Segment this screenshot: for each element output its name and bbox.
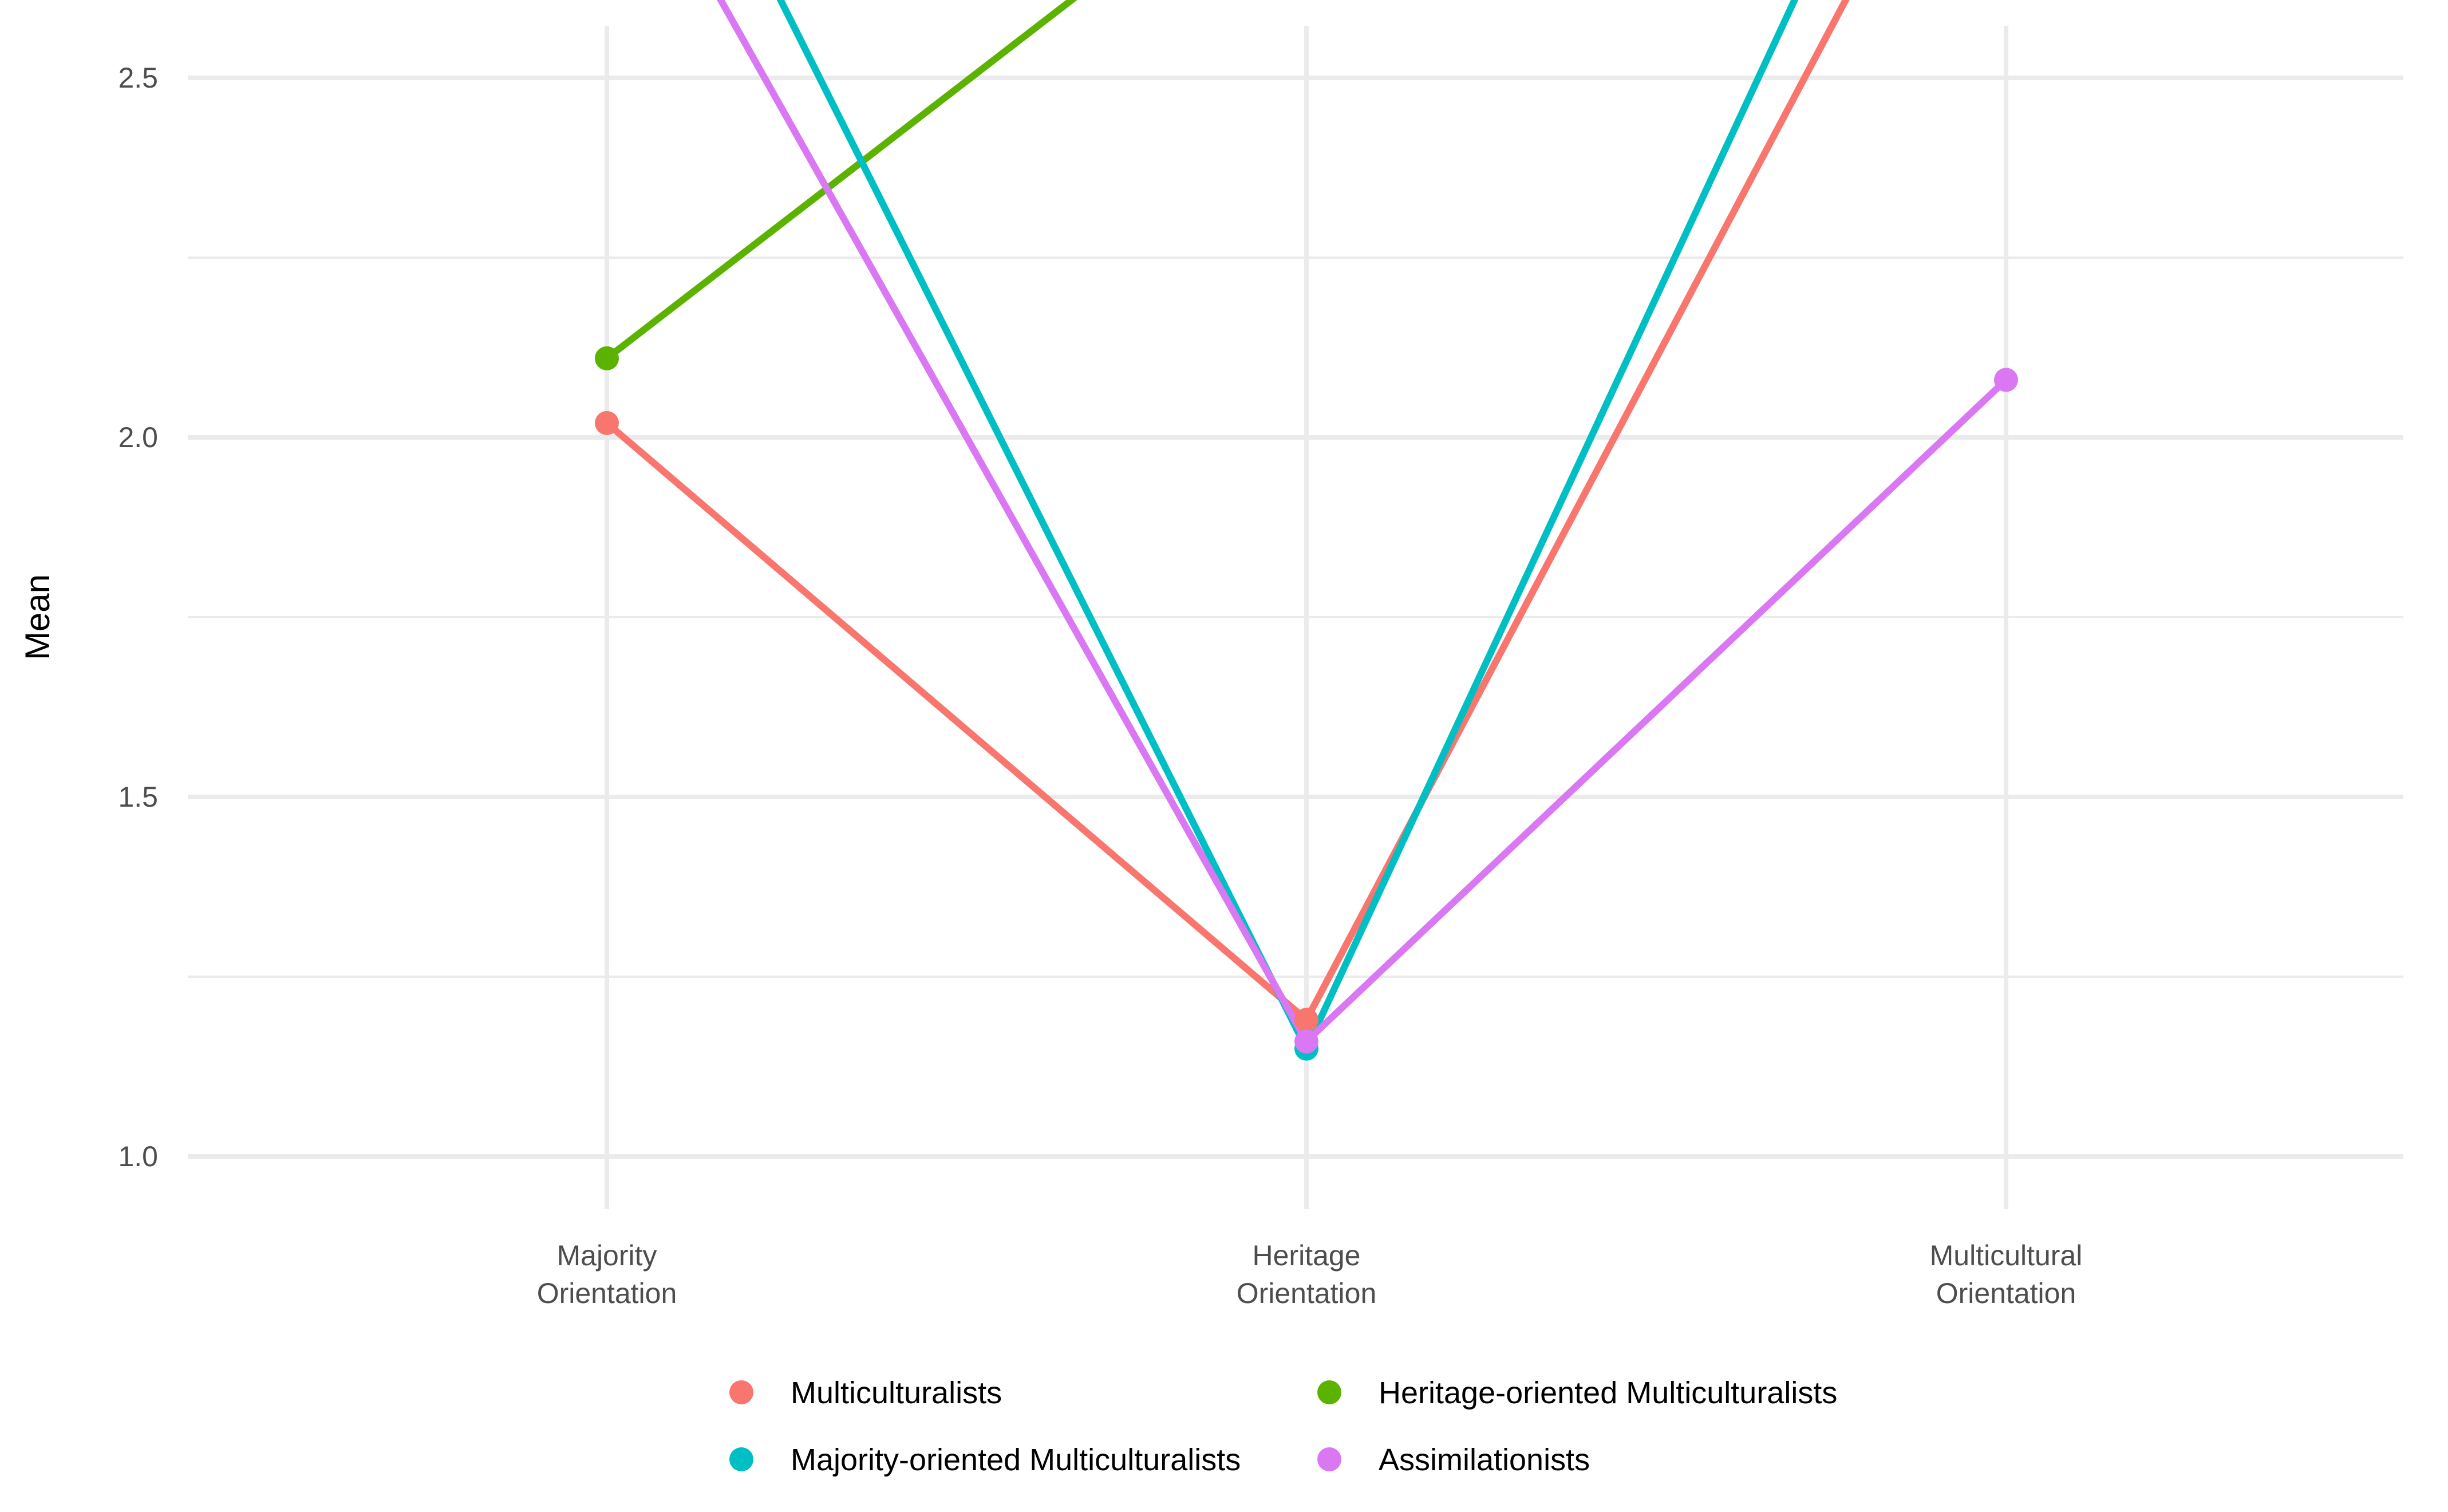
y-tick-label: 2.0 bbox=[118, 421, 158, 453]
legend-label: Majority-oriented Multiculturalists bbox=[791, 1443, 1241, 1477]
legend-key bbox=[1317, 1380, 1341, 1404]
x-tick-label: Multicultural bbox=[1930, 1239, 2083, 1272]
grid-major bbox=[188, 26, 2403, 1209]
x-axis-ticks: Majority Orientation Heritage Orientation Mu… bbox=[537, 1239, 2083, 1309]
legend-key bbox=[1317, 1447, 1341, 1471]
legend-item: Assimilationists bbox=[1317, 1443, 1590, 1477]
legend-label: Multiculturalists bbox=[791, 1376, 1002, 1410]
data-point bbox=[1294, 1008, 1318, 1032]
data-point bbox=[1294, 1029, 1318, 1054]
y-tick-label: 1.5 bbox=[118, 781, 158, 813]
grid-minor bbox=[188, 256, 2403, 978]
legend-key bbox=[729, 1447, 753, 1471]
legend-label: Heritage-oriented Multiculturalists bbox=[1379, 1376, 1837, 1410]
legend-item: Multiculturalists bbox=[729, 1376, 1002, 1410]
data-point bbox=[595, 346, 619, 370]
y-tick-label: 2.5 bbox=[118, 62, 158, 94]
x-tick-label: Majority bbox=[556, 1239, 657, 1272]
series-line bbox=[605, 0, 1077, 361]
x-tick-label: Orientation bbox=[1936, 1277, 2076, 1309]
data-point bbox=[1994, 368, 2018, 392]
legend-label: Assimilationists bbox=[1379, 1443, 1590, 1477]
legend-item: Majority-oriented Multiculturalists bbox=[729, 1443, 1241, 1477]
series-points bbox=[595, 346, 2018, 1061]
legend: Multiculturalists Heritage-oriented Multi… bbox=[729, 1376, 1837, 1477]
x-tick-label: Orientation bbox=[537, 1277, 677, 1309]
y-axis-ticks: 1.01.52.02.53.03.54.0 bbox=[118, 62, 158, 1173]
y-tick-label: 1.0 bbox=[118, 1140, 158, 1173]
data-point bbox=[595, 410, 619, 435]
legend-item: Heritage-oriented Multiculturalists bbox=[1317, 1376, 1837, 1410]
x-tick-label: Heritage bbox=[1253, 1239, 1361, 1272]
x-tick-label: Orientation bbox=[1237, 1277, 1377, 1309]
legend-key bbox=[729, 1380, 753, 1404]
y-axis-label: Mean bbox=[18, 574, 57, 660]
